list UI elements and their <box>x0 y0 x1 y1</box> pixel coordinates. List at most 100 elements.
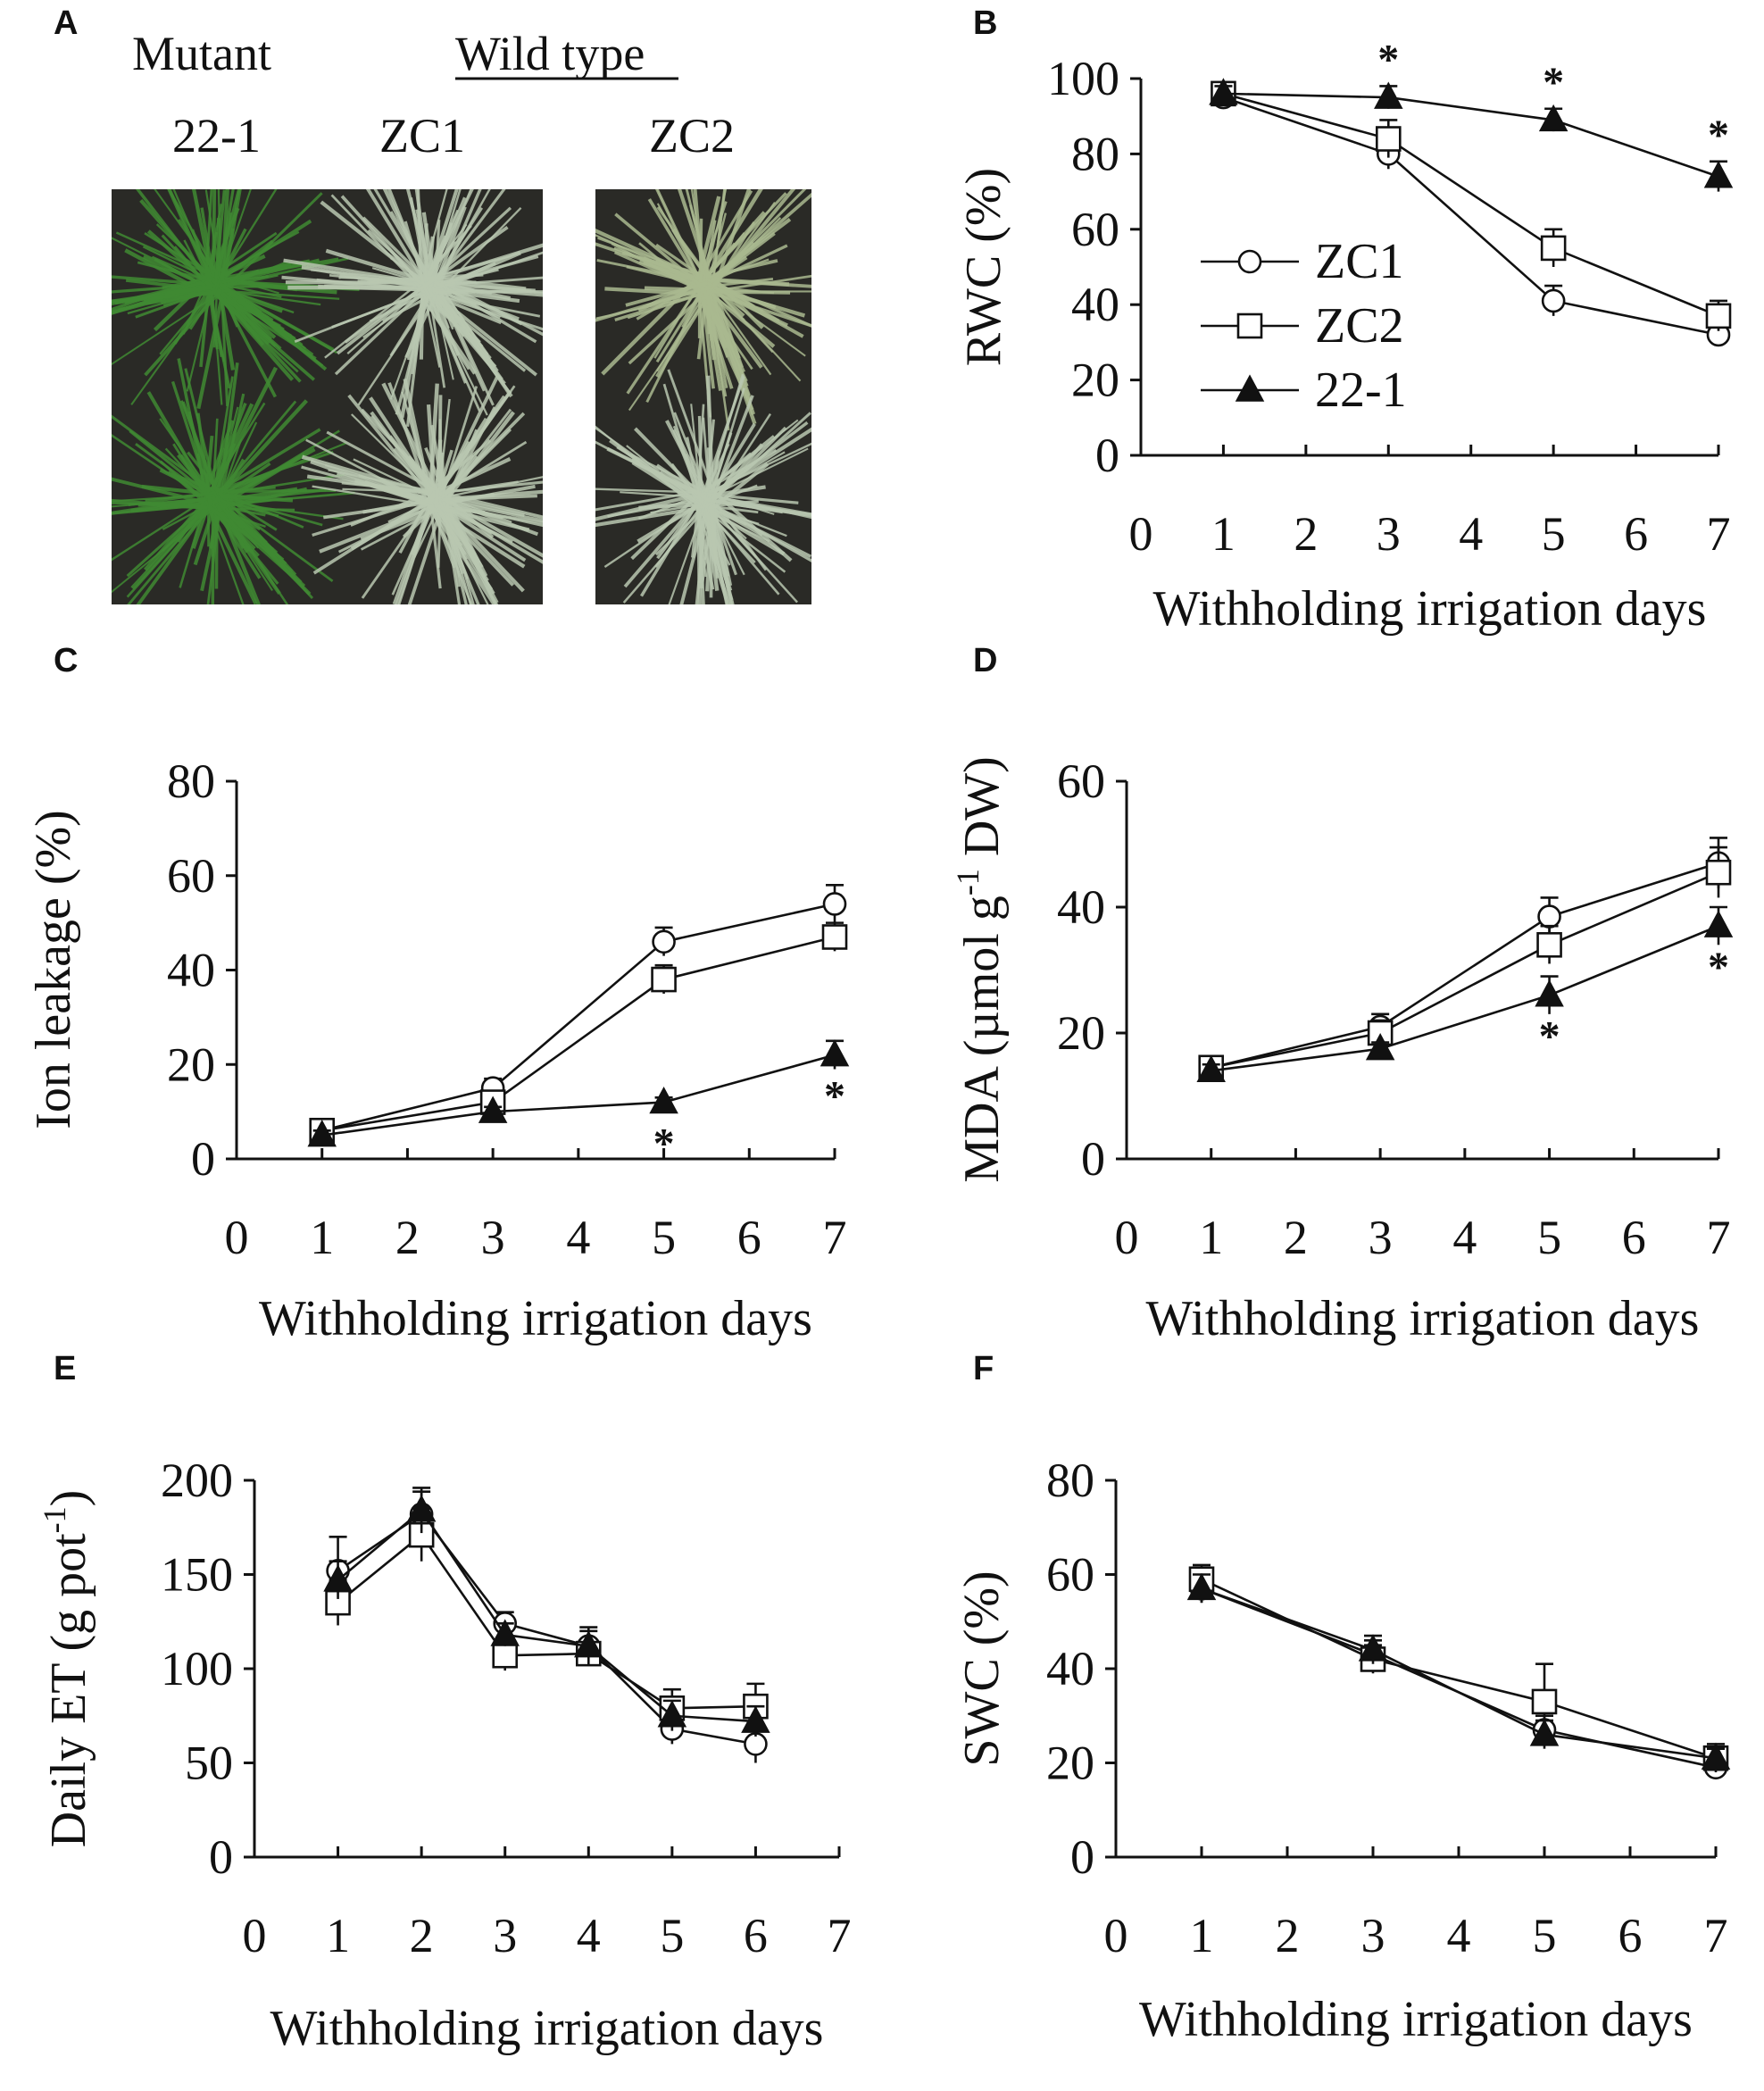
x-tick-label: 6 <box>1622 1211 1646 1264</box>
grass-blade <box>696 419 799 498</box>
grass-blade <box>704 412 811 509</box>
grass-blade <box>704 280 804 338</box>
series-line <box>337 1512 756 1745</box>
grass-blade <box>601 276 700 376</box>
grass-blade <box>369 293 426 323</box>
grass-blade <box>323 500 430 520</box>
y-axis-label-part: MDA (µmol g <box>954 896 1010 1183</box>
series-line <box>1201 1587 1717 1760</box>
grass-blade <box>179 454 210 494</box>
x-tick-label: 0 <box>1104 1909 1128 1962</box>
grass-blade <box>217 289 340 300</box>
grass-blade <box>222 276 279 295</box>
grass-blade <box>438 492 497 604</box>
grass-blade <box>429 276 537 344</box>
grass-blade <box>220 287 229 407</box>
series-line <box>1223 92 1719 318</box>
grass-blade <box>638 501 699 511</box>
grass-blade <box>644 286 703 293</box>
grass-blade <box>706 491 768 571</box>
grass-blade <box>212 490 245 542</box>
x-tick-label: 7 <box>1707 507 1731 561</box>
grass-blade <box>213 189 278 289</box>
grass-blade <box>429 493 539 537</box>
x-axis-label: Withholding irrigation days <box>1146 1291 1700 1346</box>
data-point <box>1375 126 1402 152</box>
series-22-1 <box>1186 1572 1731 1770</box>
y-axis-label-part: Daily ET (g pot <box>41 1533 96 1847</box>
data-point <box>820 1039 850 1067</box>
grass-blade <box>112 414 219 496</box>
data-point <box>1537 904 1561 929</box>
data-point <box>649 1086 678 1114</box>
grass-blade <box>217 286 270 346</box>
grass-blade <box>655 463 715 505</box>
grass-blade <box>702 284 775 295</box>
grass-blade <box>711 498 784 514</box>
grass-blade <box>655 243 709 281</box>
panel-label: F <box>973 1350 994 1387</box>
grass-blade <box>708 502 720 579</box>
panel-label: C <box>54 642 78 679</box>
x-tick-label: 4 <box>577 1909 601 1962</box>
data-point <box>1701 1742 1731 1770</box>
grass-blade <box>445 411 515 502</box>
y-tick-label: 20 <box>167 1037 215 1091</box>
grass-blade <box>220 192 323 293</box>
y-axis-label: SWC (%) <box>954 1570 1010 1766</box>
grass-blade <box>695 504 707 578</box>
x-tick-label: 6 <box>744 1909 768 1962</box>
data-point <box>1703 161 1734 188</box>
y-axis-label: Daily ET (g pot-1) <box>37 1490 96 1848</box>
series-line <box>337 1533 756 1710</box>
grass-blade <box>420 279 465 337</box>
series-zc2 <box>325 1507 769 1729</box>
x-tick-label: 4 <box>1459 507 1483 561</box>
y-tick-label: 200 <box>161 1454 233 1507</box>
grass-blade <box>699 447 809 503</box>
data-point <box>1531 1688 1558 1715</box>
significance-star: * <box>1539 1013 1560 1061</box>
grass-blade <box>318 284 422 292</box>
grass-blade <box>702 417 711 507</box>
y-tick-label: 0 <box>1095 429 1119 482</box>
series-line <box>1223 92 1719 178</box>
legend-marker <box>1237 249 1262 274</box>
x-tick-label: 0 <box>1129 507 1153 561</box>
panel-label: B <box>973 4 997 42</box>
grass-blade <box>135 189 218 293</box>
x-tick-label: 1 <box>1211 507 1236 561</box>
y-tick-label: 40 <box>1046 1642 1094 1695</box>
x-tick-label: 0 <box>1115 1211 1139 1264</box>
grass-blade <box>428 292 446 388</box>
series-zc2 <box>1198 846 1732 1081</box>
significance-star: * <box>1708 944 1729 991</box>
y-axis-label-group: SWC (%) <box>954 1570 1010 1766</box>
series-line <box>1211 924 1719 1072</box>
grass-blade <box>703 496 728 604</box>
y-axis-label-group: MDA (µmol g-1 DW) <box>950 756 1010 1183</box>
grass-blade <box>401 391 435 508</box>
label-zc1: ZC1 <box>379 109 465 162</box>
x-tick-label: 4 <box>566 1211 590 1264</box>
x-tick-label: 3 <box>1361 1909 1385 1962</box>
grass-blade <box>212 406 239 503</box>
y-axis-label-part: DW) <box>954 756 1010 869</box>
grass-blade <box>336 278 434 355</box>
grass-blade <box>428 504 526 569</box>
label-zc2: ZC2 <box>649 109 735 162</box>
grass-blade <box>212 399 308 504</box>
legend-marker <box>1235 374 1265 402</box>
x-tick-label: 1 <box>1190 1909 1214 1962</box>
grass-blade <box>437 457 512 494</box>
data-point <box>490 1619 520 1646</box>
series-zc2 <box>309 921 848 1144</box>
panel-label: D <box>973 642 997 679</box>
grass-blade <box>697 289 753 371</box>
x-tick-label: 6 <box>1618 1909 1643 1962</box>
grass-blade <box>392 490 437 604</box>
x-tick-label: 7 <box>1707 1211 1731 1264</box>
